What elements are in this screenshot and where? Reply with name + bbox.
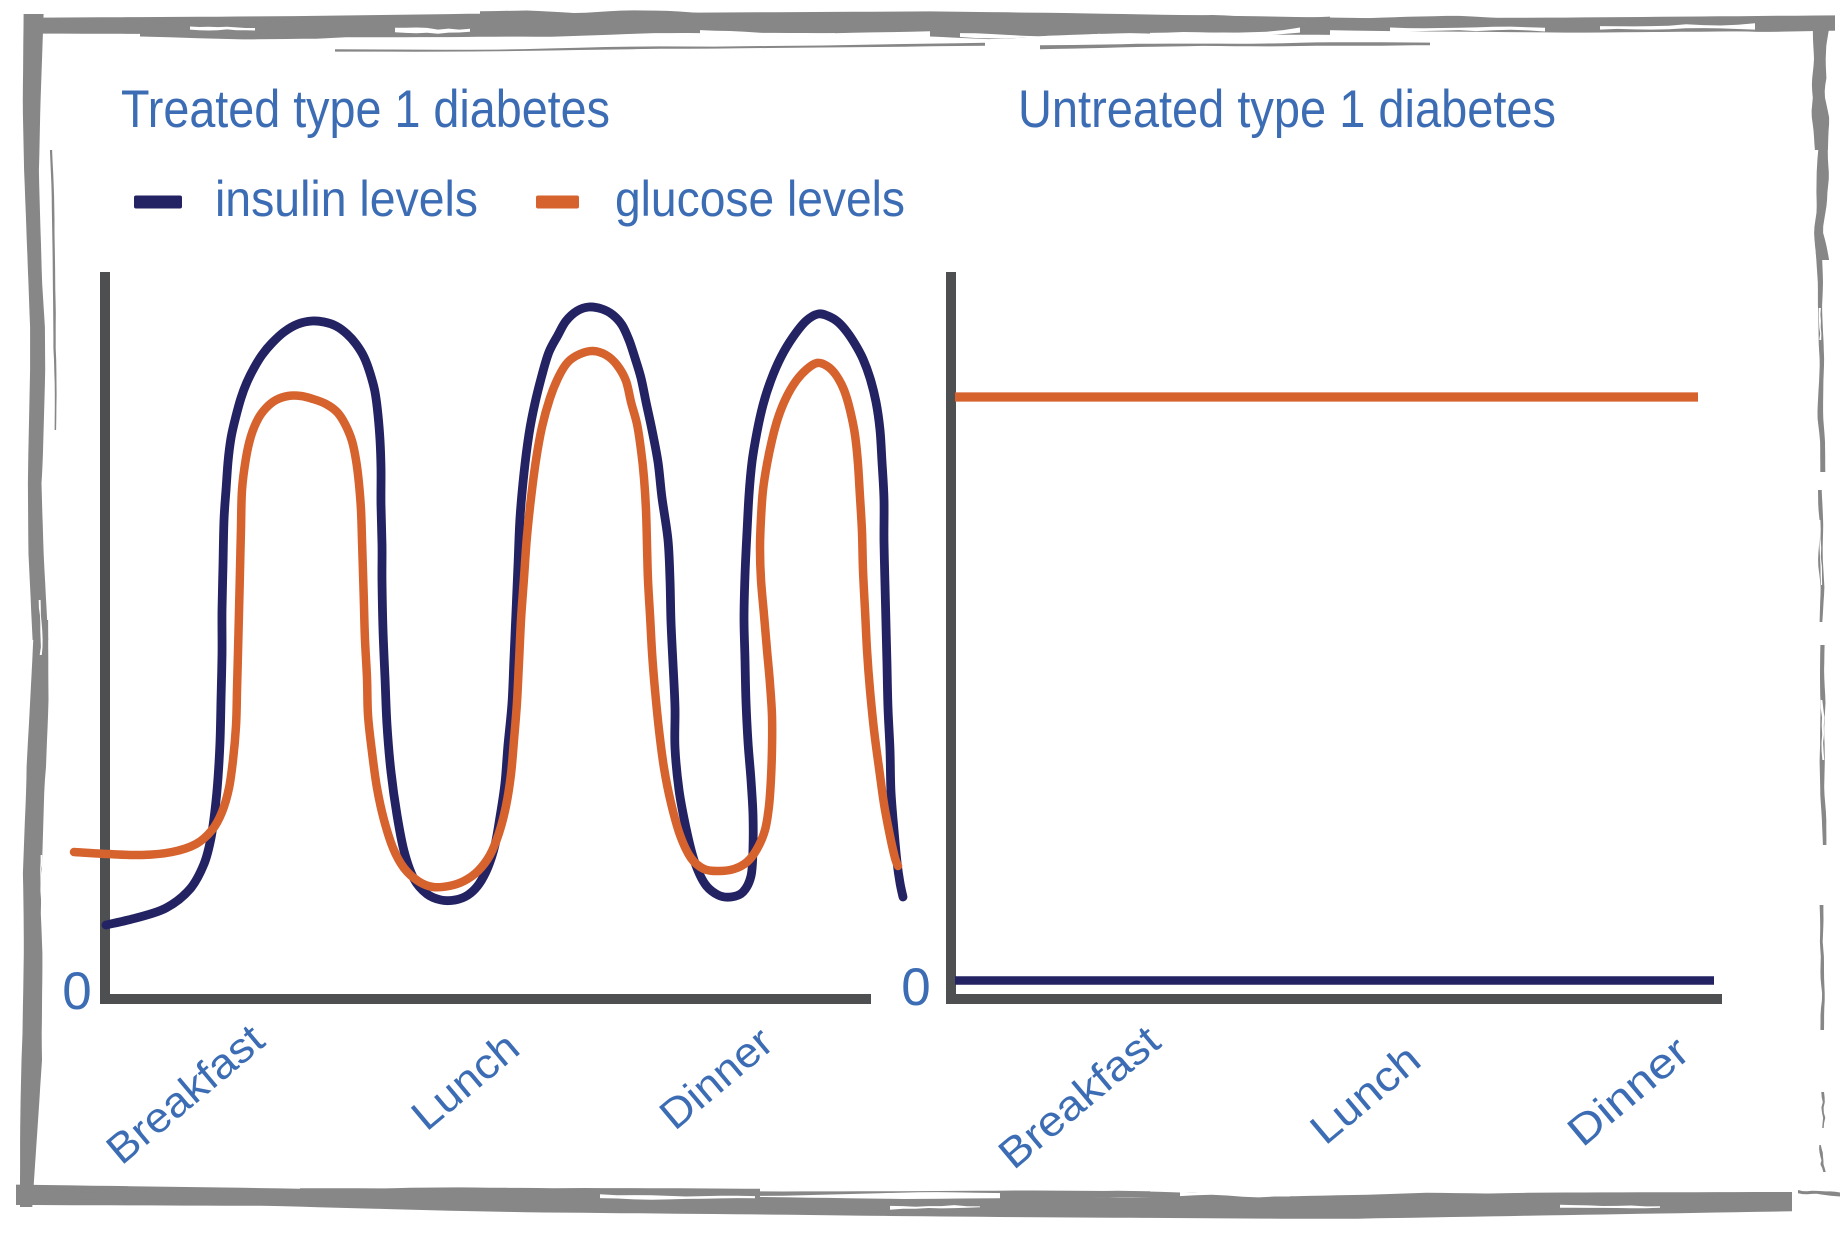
svg-text:Untreated type 1 diabetes: Untreated type 1 diabetes (1018, 80, 1556, 139)
svg-text:insulin levels: insulin levels (215, 171, 478, 227)
svg-text:0: 0 (62, 962, 91, 1021)
svg-text:glucose levels: glucose levels (615, 171, 905, 227)
svg-text:Treated type 1 diabetes: Treated type 1 diabetes (121, 80, 610, 139)
svg-text:0: 0 (901, 958, 930, 1017)
